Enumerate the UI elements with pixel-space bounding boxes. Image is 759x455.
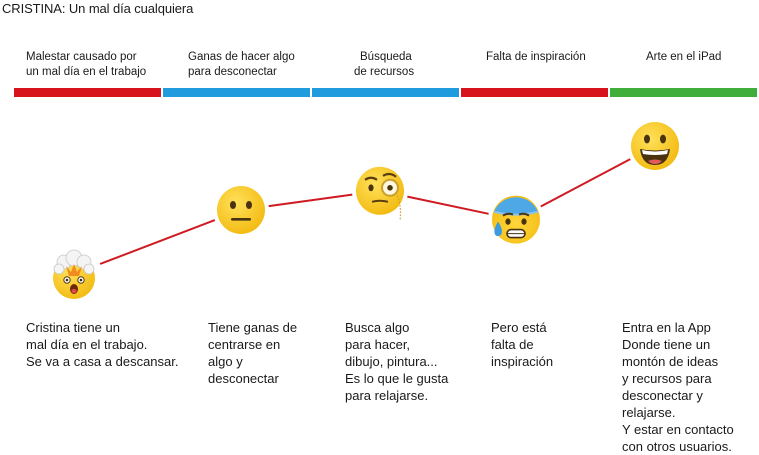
journey-line — [99, 158, 631, 265]
stage-label-3-line-2: de recursos — [354, 66, 415, 78]
stage-label-4: Falta de inspiración — [486, 50, 586, 65]
journey-segment-4 — [540, 158, 631, 208]
phase-bar-2 — [163, 88, 310, 97]
phase-bar-3 — [312, 88, 459, 97]
stage-label-3-line-1: Búsqueda — [360, 51, 412, 63]
stage-label-4-line-1: Falta de inspiración — [486, 51, 586, 63]
stage-description-4: Pero está falta de inspiración — [491, 320, 554, 369]
stage-label-1-line-2: un mal día en el trabajo — [26, 66, 147, 78]
monocle-face-emoji — [356, 166, 404, 221]
stage-label-2-line-1: Ganas de hacer algo — [188, 51, 295, 63]
stage-label-1-line-1: Malestar causado por — [26, 51, 137, 63]
stage-label-5: Arte en el iPad — [646, 50, 721, 65]
stage-description-3: Busca algo para hacer, dibujo, pintura..… — [345, 320, 449, 403]
diagram-title: CRISTINA: Un mal día cualquiera — [2, 1, 194, 16]
phase-bar-1 — [14, 88, 161, 97]
journey-segment-3 — [407, 195, 489, 215]
stage-description-1: Cristina tiene un mal día en el trabajo.… — [26, 320, 179, 369]
exploding-head-emoji — [53, 249, 95, 299]
grinning-face-emoji — [631, 122, 679, 170]
stage-label-3: Búsqueda de recursos — [354, 50, 414, 80]
journey-segment-2 — [268, 193, 353, 208]
stage-description-2: Tiene ganas de centrarse en algo y desco… — [208, 320, 298, 386]
phase-bar-4 — [461, 88, 608, 97]
stage-label-1: Malestar causado por un mal día en el tr… — [26, 50, 146, 80]
stage-description-5: Entra en la App Donde tiene un montón de… — [622, 320, 734, 454]
stage-label-5-line-1: Arte en el iPad — [646, 51, 722, 63]
stage-label-2-line-2: para desconectar — [188, 66, 277, 78]
anxious-sweat-face-emoji — [492, 195, 540, 244]
phase-bar-5 — [610, 88, 757, 97]
journey-segment-1 — [99, 219, 216, 265]
neutral-face-emoji — [217, 186, 265, 234]
stage-label-2: Ganas de hacer algo para desconectar — [188, 50, 295, 80]
